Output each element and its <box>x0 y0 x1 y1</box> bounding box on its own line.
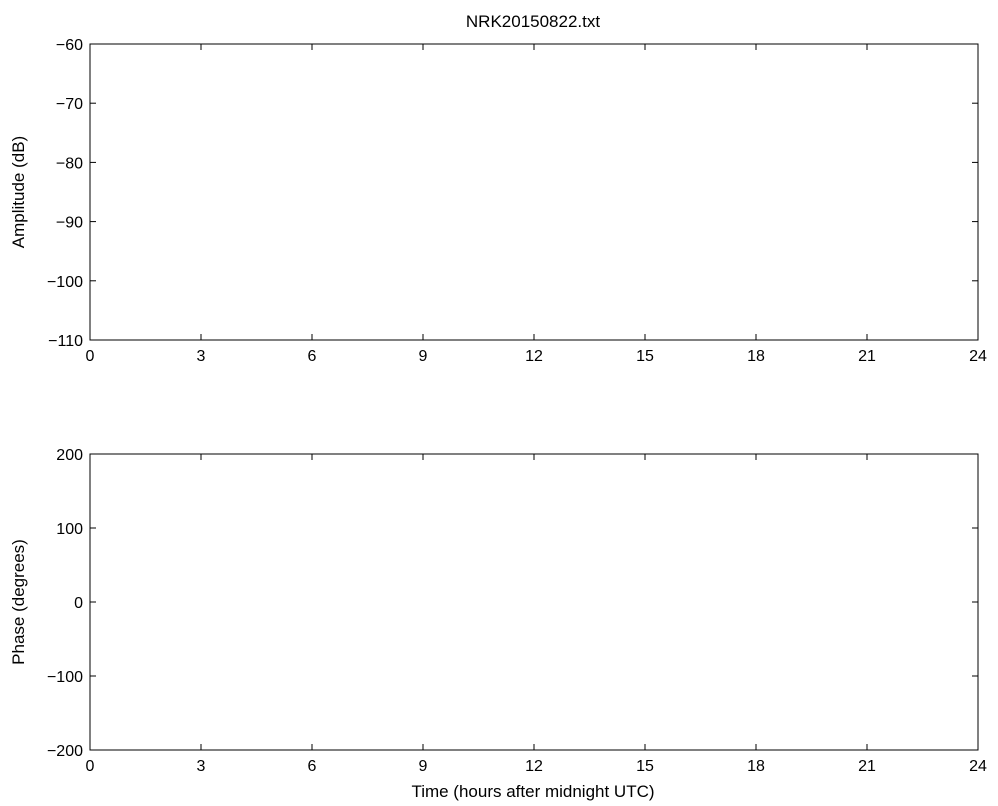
phase-ytick-label: −100 <box>47 669 83 686</box>
phase-ylabel: Phase (degrees) <box>9 539 28 665</box>
amplitude-ytick-label: −60 <box>56 37 83 54</box>
phase-ytick-label: 0 <box>74 595 83 612</box>
amplitude-xtick-label: 0 <box>86 348 95 365</box>
amplitude-ylabel: Amplitude (dB) <box>9 136 28 248</box>
phase-axes-frame <box>89 453 979 751</box>
phase-xtick-label: 18 <box>747 758 765 775</box>
amplitude-xtick-label: 6 <box>308 348 317 365</box>
figure-title: NRK20150822.txt <box>466 12 600 31</box>
phase-xlabel: Time (hours after midnight UTC) <box>411 782 654 801</box>
amplitude-ytick-label: −100 <box>47 274 83 291</box>
amplitude-xtick-label: 18 <box>747 348 765 365</box>
amplitude-ytick-label: −110 <box>48 333 83 350</box>
phase-xtick-label: 6 <box>308 758 317 775</box>
amplitude-xtick-label: 3 <box>197 348 206 365</box>
phase-xtick-label: 21 <box>858 758 876 775</box>
phase-chart: Time (hours after midnight UTC) Phase (d… <box>9 447 987 801</box>
amplitude-xtick-label: 15 <box>636 348 654 365</box>
amplitude-ytick-label: −80 <box>56 155 83 172</box>
phase-ytick-label: 100 <box>56 521 83 538</box>
amplitude-axes-frame <box>89 43 979 341</box>
phase-xtick-label: 24 <box>969 758 987 775</box>
amplitude-xtick-label: 12 <box>525 348 543 365</box>
phase-xtick-label: 9 <box>419 758 428 775</box>
phase-ytick-label: 200 <box>56 447 83 464</box>
amplitude-xtick-label: 21 <box>858 348 876 365</box>
phase-xtick-label: 3 <box>197 758 206 775</box>
amplitude-ytick-label: −70 <box>56 96 83 113</box>
amplitude-ytick-label: −90 <box>56 215 83 232</box>
amplitude-xtick-label: 9 <box>419 348 428 365</box>
phase-xtick-label: 12 <box>525 758 543 775</box>
amplitude-chart: Amplitude (dB) 0 3 6 9 12 15 18 21 24 −110 −100 −90… <box>9 37 987 365</box>
amplitude-xtick-label: 24 <box>969 348 987 365</box>
phase-xtick-label: 0 <box>86 758 95 775</box>
phase-ytick-label: −200 <box>47 743 83 760</box>
phase-xtick-label: 15 <box>636 758 654 775</box>
